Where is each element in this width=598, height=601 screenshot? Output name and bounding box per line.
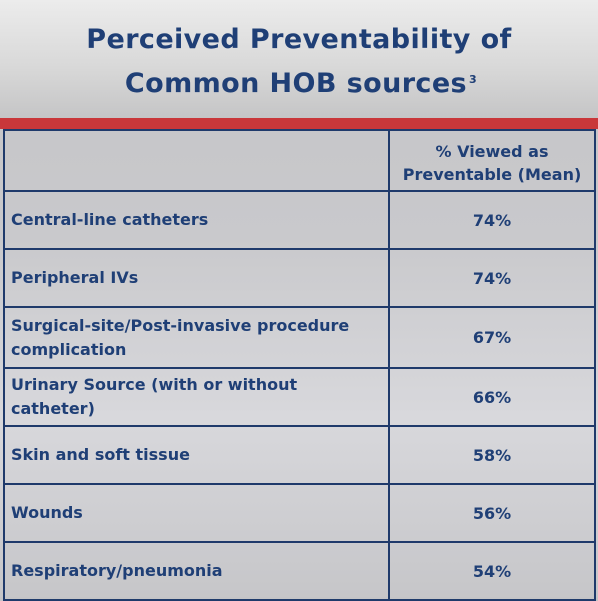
row-source-label: Peripheral IVs: [3, 248, 390, 308]
row-percent-value: 74%: [388, 190, 596, 250]
table-row: Peripheral IVs 74%: [3, 248, 596, 308]
row-source-label: Skin and soft tissue: [3, 425, 390, 485]
preventability-table: % Viewed as Preventable (Mean) Central-l…: [3, 129, 596, 601]
row-percent-value: 58%: [388, 425, 596, 485]
row-percent-value: 56%: [388, 483, 596, 543]
row-percent-value: 54%: [388, 541, 596, 601]
row-source-label: Surgical-site/Post-invasive procedure co…: [3, 306, 390, 369]
table-row: Skin and soft tissue 58%: [3, 425, 596, 485]
row-source-label: Wounds: [3, 483, 390, 543]
table-row: Urinary Source (with or without catheter…: [3, 367, 596, 427]
title-area: Perceived Preventability of Common HOB s…: [0, 0, 598, 118]
page-title-line-1: Perceived Preventability of: [86, 24, 512, 55]
table-row: Wounds 56%: [3, 483, 596, 543]
accent-divider: [0, 118, 598, 129]
table-header-row: % Viewed as Preventable (Mean): [3, 129, 596, 192]
page-title-text: Common HOB sources: [124, 68, 467, 99]
column-header-preventable: % Viewed as Preventable (Mean): [388, 129, 596, 192]
row-percent-value: 74%: [388, 248, 596, 308]
row-percent-value: 67%: [388, 306, 596, 369]
table-row: Respiratory/pneumonia 54%: [3, 541, 596, 601]
row-source-label: Respiratory/pneumonia: [3, 541, 390, 601]
row-source-label: Central-line catheters: [3, 190, 390, 250]
citation-superscript: 3: [469, 73, 478, 86]
table-row: Surgical-site/Post-invasive procedure co…: [3, 306, 596, 369]
row-source-label: Urinary Source (with or without catheter…: [3, 367, 390, 427]
column-header-source: [3, 129, 390, 192]
row-percent-value: 66%: [388, 367, 596, 427]
page-title-line-2: Common HOB sources 3: [0, 68, 598, 100]
table-row: Central-line catheters 74%: [3, 190, 596, 250]
